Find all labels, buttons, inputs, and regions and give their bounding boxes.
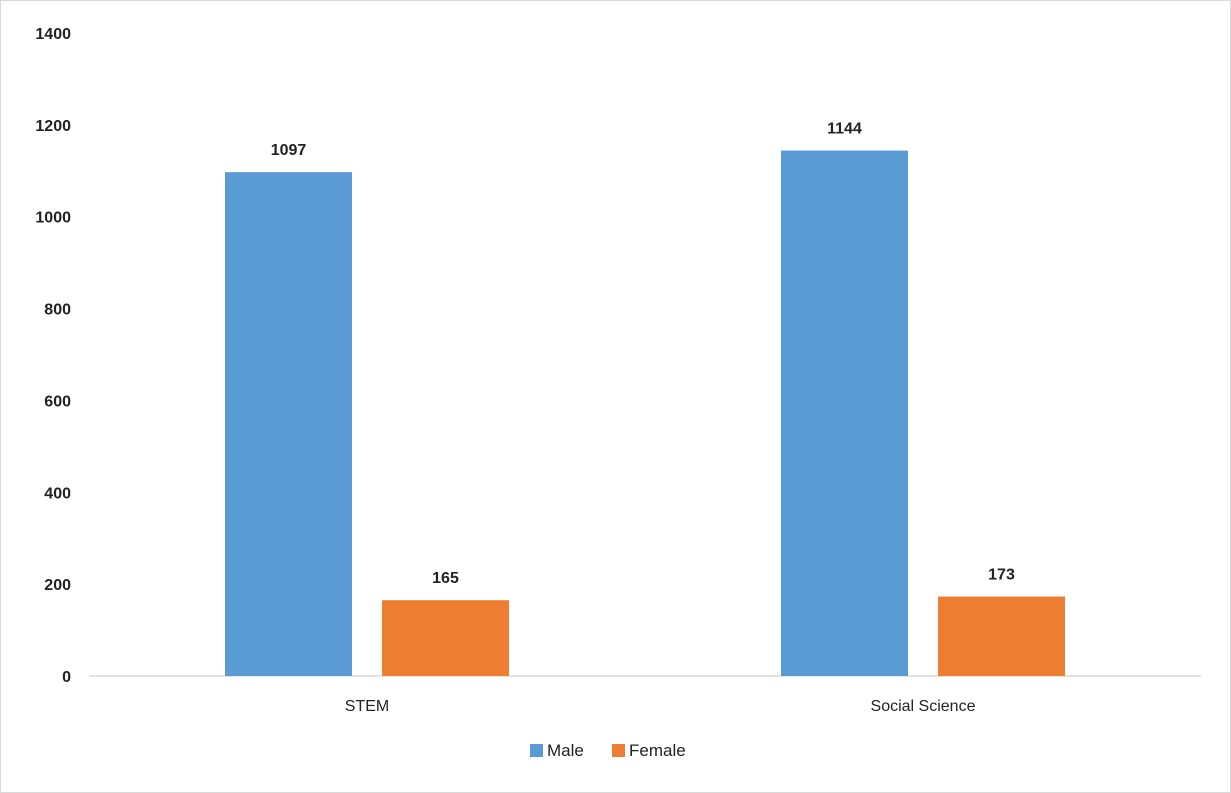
bar-female-social-science <box>938 596 1065 676</box>
legend-label-female: Female <box>629 741 686 760</box>
y-tick-label: 800 <box>44 302 71 319</box>
bar-male-stem <box>225 172 352 676</box>
legend-swatch-male <box>530 744 543 757</box>
x-category-label: STEM <box>345 698 389 715</box>
legend-swatch-female <box>612 744 625 757</box>
data-label: 1144 <box>827 121 862 138</box>
y-tick-label: 1200 <box>35 118 71 135</box>
y-tick-label: 1400 <box>35 26 71 43</box>
data-label: 1097 <box>271 142 307 159</box>
legend-label-male: Male <box>547 741 584 760</box>
y-tick-label: 1000 <box>35 210 71 227</box>
data-label: 165 <box>432 570 459 587</box>
bar-female-stem <box>382 600 509 676</box>
y-tick-label: 200 <box>44 577 71 594</box>
y-tick-label: 600 <box>44 393 71 410</box>
data-label: 173 <box>988 567 1015 584</box>
bar-male-social-science <box>781 150 908 676</box>
x-category-label: Social Science <box>871 698 976 715</box>
y-tick-label: 400 <box>44 485 71 502</box>
y-tick-label: 0 <box>62 669 71 686</box>
